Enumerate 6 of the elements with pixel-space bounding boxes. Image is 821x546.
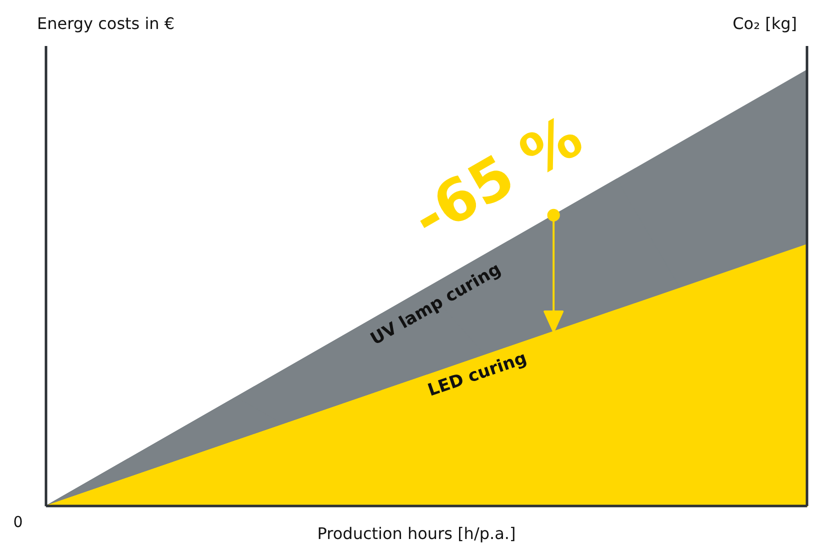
y2-axis-title: Co₂ [kg]: [732, 14, 797, 33]
series-label: LED curing: [425, 348, 530, 401]
x-axis-title: Production hours [h/p.a.]: [317, 524, 516, 543]
y-axis-title: Energy costs in €: [37, 14, 175, 33]
annotation: -65 %: [400, 102, 594, 253]
text: 0: [13, 513, 23, 531]
